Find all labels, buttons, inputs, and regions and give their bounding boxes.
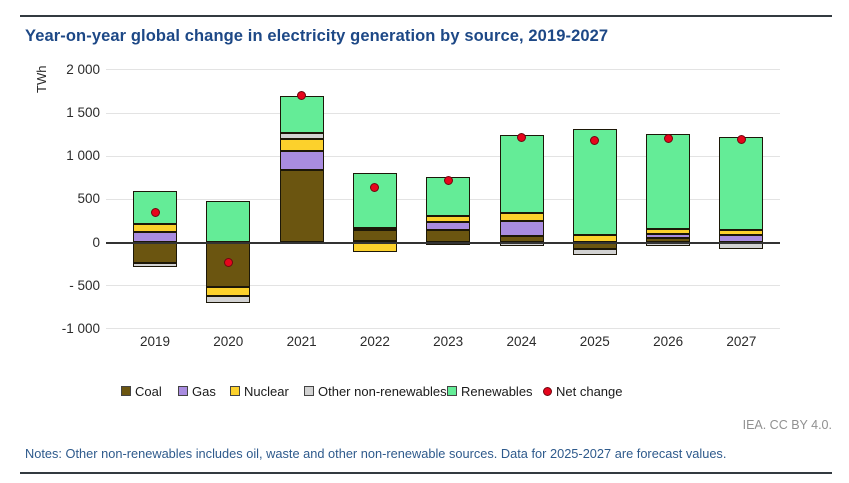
y-tick-label--500: - 500	[69, 277, 100, 293]
y-tick-label-500: 500	[77, 191, 100, 207]
bar-segment-renewables-2024	[499, 135, 544, 214]
net-change-dot-2023	[443, 176, 453, 186]
x-tick-label-2022: 2022	[359, 334, 390, 349]
gridline	[106, 69, 780, 71]
bar-segment-other-non-renewables-2025	[572, 249, 617, 255]
bar-segment-nuclear-2026	[646, 229, 691, 235]
x-axis-zero-line	[106, 241, 780, 244]
bar-segment-gas-2024	[499, 220, 544, 236]
net-change-dot-2026	[663, 133, 673, 143]
legend-item-other-non-renewables: Other non-renewables	[304, 383, 447, 399]
legend-label-other-non-renewables: Other non-renewables	[318, 383, 447, 399]
bar-segment-coal-2022	[352, 230, 397, 242]
legend-label-nuclear: Nuclear	[244, 383, 289, 399]
bar-segment-other-non-renewables-2027	[719, 243, 764, 249]
net-change-dot-2021	[297, 91, 307, 101]
y-tick-label-1-500: 1 500	[66, 105, 100, 120]
net-change-dot-2022	[370, 182, 380, 192]
gridline	[106, 285, 780, 287]
legend-item-gas: Gas	[178, 383, 216, 399]
gridline	[106, 328, 780, 330]
legend-label-renewables: Renewables	[461, 383, 533, 399]
bar-segment-coal-2021	[279, 169, 324, 243]
bar-segment-renewables-2021	[279, 95, 324, 133]
bar-segment-coal-2025	[572, 242, 617, 250]
y-tick-label-1-000: 1 000	[66, 148, 100, 164]
bar-segment-gas-2023	[426, 222, 471, 230]
x-tick-label-2024: 2024	[506, 334, 537, 349]
bar-segment-coal-2020	[206, 242, 251, 288]
legend-item-renewables: Renewables	[447, 383, 533, 399]
net-change-dot-2027	[736, 134, 746, 144]
bar-segment-nuclear-2027	[719, 230, 764, 235]
top-divider	[20, 15, 832, 17]
legend-swatch-coal	[121, 386, 131, 396]
legend-item-coal: Coal	[121, 383, 162, 399]
bar-segment-renewables-2027	[719, 136, 764, 231]
y-tick-label-0: 0	[92, 234, 100, 250]
notes-text: Notes: Other non-renewables includes oil…	[25, 446, 727, 461]
net-change-dot-2019	[150, 207, 160, 217]
bar-segment-renewables-2019	[133, 190, 177, 225]
chart-title: Year-on-year global change in electricit…	[25, 27, 609, 45]
bar-segment-other-non-renewables-2022	[352, 228, 397, 231]
bar-segment-renewables-2022	[352, 173, 397, 229]
bar-segment-nuclear-2021	[279, 139, 324, 152]
legend-swatch-gas	[178, 386, 188, 396]
bar-segment-other-non-renewables-2019	[133, 262, 177, 267]
net-change-dot-2020	[223, 257, 233, 267]
y-tick-label-2-000: 2 000	[66, 61, 100, 77]
legend-item-nuclear: Nuclear	[230, 383, 289, 399]
bar-segment-other-non-renewables-2020	[206, 296, 251, 304]
bar-segment-nuclear-2022	[352, 242, 397, 252]
bar-segment-renewables-2020	[206, 201, 251, 243]
legend-label-gas: Gas	[192, 383, 216, 399]
bottom-divider	[20, 472, 832, 474]
x-tick-label-2019: 2019	[139, 334, 171, 349]
bar-segment-nuclear-2023	[426, 216, 471, 223]
gridline	[106, 155, 780, 157]
bar-segment-renewables-2026	[646, 134, 691, 230]
x-tick-label-2025: 2025	[579, 334, 610, 349]
legend-swatch-other-non-renewables	[304, 386, 314, 396]
bar-segment-nuclear-2024	[499, 213, 544, 221]
y-tick-label--1-000: -1 000	[61, 320, 100, 336]
x-tick-label-2027: 2027	[726, 334, 757, 349]
bar-segment-gas-2021	[279, 151, 324, 170]
legend-swatch-nuclear	[230, 386, 240, 396]
legend-label-net-change: Net change	[556, 383, 623, 399]
bar-segment-nuclear-2019	[133, 224, 177, 232]
bar-segment-nuclear-2020	[206, 287, 251, 297]
bar-segment-coal-2019	[133, 242, 177, 263]
legend-swatch-renewables	[447, 386, 457, 396]
x-tick-label-2023: 2023	[433, 334, 464, 349]
bar-segment-other-non-renewables-2021	[279, 132, 324, 140]
x-tick-label-2021: 2021	[286, 334, 317, 349]
legend-item-net-change: Net change	[543, 383, 623, 399]
bar-segment-renewables-2025	[572, 128, 617, 236]
x-tick-label-2026: 2026	[653, 334, 684, 349]
legend-swatch-net-change	[543, 386, 552, 396]
legend-label-coal: Coal	[135, 383, 162, 399]
bar-segment-gas-2026	[646, 234, 691, 238]
net-change-dot-2024	[517, 133, 526, 143]
gridline	[106, 112, 780, 114]
net-change-dot-2025	[590, 136, 600, 146]
x-tick-label-2020: 2020	[213, 334, 244, 349]
attribution-text: IEA. CC BY 4.0.	[742, 418, 832, 432]
